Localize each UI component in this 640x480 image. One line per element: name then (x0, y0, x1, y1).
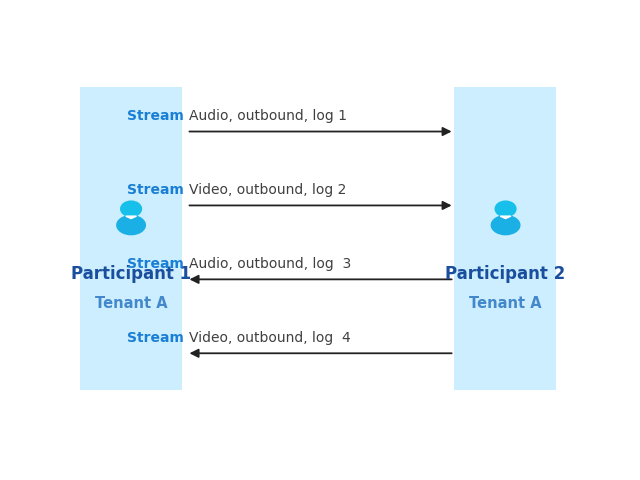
Polygon shape (125, 216, 136, 218)
Text: Participant 1: Participant 1 (71, 264, 191, 283)
Text: Audio, outbound, log  3: Audio, outbound, log 3 (189, 257, 351, 271)
Circle shape (121, 201, 141, 216)
Text: Stream: Stream (127, 183, 184, 197)
Text: Stream: Stream (127, 257, 184, 271)
Ellipse shape (117, 216, 145, 235)
Text: Audio, outbound, log 1: Audio, outbound, log 1 (189, 109, 347, 123)
Circle shape (495, 201, 516, 216)
Bar (80, 87, 182, 390)
Text: Stream: Stream (127, 109, 184, 123)
Text: Tenant A: Tenant A (469, 296, 542, 311)
Polygon shape (500, 216, 511, 218)
Text: Stream: Stream (127, 331, 184, 345)
Text: Video, outbound, log 2: Video, outbound, log 2 (189, 183, 346, 197)
Text: Video, outbound, log  4: Video, outbound, log 4 (189, 331, 351, 345)
Ellipse shape (492, 216, 520, 235)
Text: Participant 2: Participant 2 (445, 264, 566, 283)
Text: Tenant A: Tenant A (95, 296, 168, 311)
Bar (454, 87, 556, 390)
